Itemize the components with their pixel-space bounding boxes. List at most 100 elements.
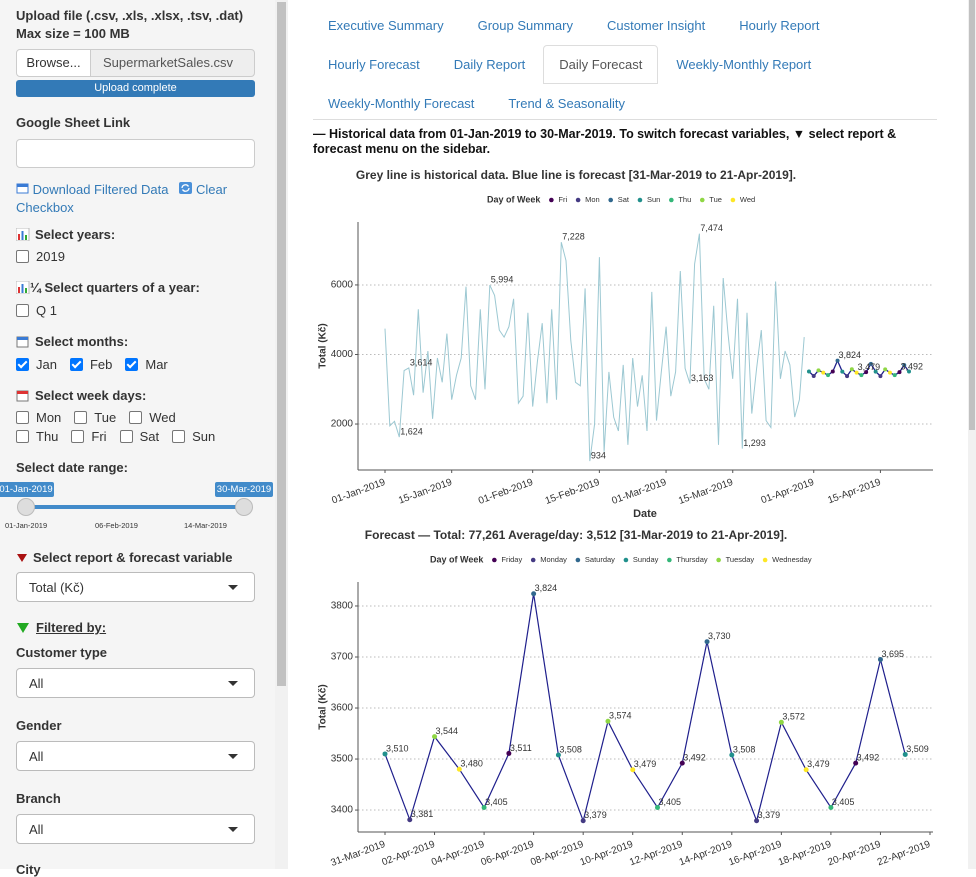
series-line <box>384 233 805 462</box>
legend-label: Tue <box>709 195 722 204</box>
quarters-options: Q 1 <box>16 303 246 318</box>
scroll-thumb[interactable] <box>969 0 975 430</box>
checkbox[interactable] <box>71 430 85 443</box>
checkbox-option[interactable]: Sun <box>172 429 215 444</box>
checkbox-option[interactable]: Q 1 <box>16 303 57 318</box>
checkbox-option[interactable]: Feb <box>69 357 112 372</box>
legend-label: Saturday <box>585 555 615 564</box>
checkbox[interactable] <box>16 250 29 263</box>
checkbox-option[interactable]: Jan <box>16 357 57 372</box>
select-value: All <box>29 749 44 764</box>
tab[interactable]: Weekly-Monthly Report <box>676 57 812 72</box>
tab[interactable]: Customer Insight <box>606 18 706 33</box>
tab[interactable]: Daily Forecast <box>543 45 659 84</box>
checkbox-option[interactable]: Sat <box>119 429 160 444</box>
upload-max-size: Max size = 100 MB <box>16 26 130 41</box>
browse-button[interactable]: Browse... <box>16 49 91 77</box>
filter-label: Customer type <box>16 645 108 660</box>
legend-label: Monday <box>540 555 567 564</box>
legend-label: Thursday <box>676 555 708 564</box>
x-axis-label: Date <box>633 508 657 520</box>
sidebar-scrollbar[interactable] <box>275 0 288 869</box>
x-tick-label: 12-Apr-2019 <box>628 839 684 868</box>
series-point <box>407 817 413 823</box>
google-sheet-input[interactable] <box>16 139 255 168</box>
checkbox-label: Jan <box>36 357 57 372</box>
x-tick-label: 10-Apr-2019 <box>579 839 635 868</box>
x-tick-label: 01-Mar-2019 <box>610 477 668 507</box>
tab[interactable]: Hourly Report <box>739 18 820 33</box>
series-point <box>864 370 869 375</box>
series-point <box>432 734 438 740</box>
checkbox[interactable] <box>74 411 88 424</box>
checkbox[interactable] <box>172 430 186 443</box>
checkbox-label: Mon <box>36 410 62 425</box>
data-label: 3,479 <box>807 759 830 769</box>
upload-title: Upload file (.csv, .xls, .xlsx, .tsv, .d… <box>16 8 244 23</box>
checkbox-option[interactable]: Mon <box>16 410 61 425</box>
checkbox-option[interactable]: Fri <box>71 429 107 444</box>
checkbox[interactable] <box>16 430 29 443</box>
checkbox-option[interactable]: Thu <box>16 429 58 444</box>
slider-tick: 06-Feb-2019 <box>95 521 138 530</box>
checkbox-option[interactable]: Wed <box>129 410 176 425</box>
data-label: 3,511 <box>510 743 532 753</box>
select-value: Total (Kč) <box>29 580 84 595</box>
series-point <box>828 805 834 811</box>
series-point <box>729 752 735 758</box>
years-label-row: Select years: <box>16 227 115 242</box>
checkbox-option[interactable]: Mar <box>125 357 168 372</box>
data-label: 3,544 <box>436 726 459 736</box>
data-label: 3,730 <box>708 631 731 641</box>
slider-handle[interactable] <box>235 498 253 516</box>
checkbox[interactable] <box>16 358 29 371</box>
checkbox[interactable] <box>119 430 133 443</box>
checkbox[interactable] <box>16 411 29 424</box>
slider-from: 01-Jan-2019 <box>0 482 54 497</box>
months-options: Jan Feb Mar <box>16 357 246 372</box>
data-label: 7,228 <box>562 232 585 242</box>
google-sheet-label: Google Sheet Link <box>16 115 131 130</box>
variable-select[interactable]: Total (Kč) <box>16 572 255 602</box>
checkbox-option[interactable]: Tue <box>74 410 116 425</box>
tab[interactable]: Hourly Forecast <box>328 57 420 72</box>
quarters-label-row: ¼ Select quarters of a year: <box>16 280 200 295</box>
series-point <box>630 767 636 773</box>
main-scrollbar[interactable] <box>968 0 976 869</box>
filtered-by: Filtered by: <box>36 620 107 635</box>
series-point <box>845 374 850 379</box>
y-axis-label: Total (Kč) <box>318 323 329 368</box>
filter-select[interactable]: All <box>16 814 255 844</box>
tab[interactable]: Executive Summary <box>328 18 444 33</box>
legend-swatch <box>492 557 497 563</box>
data-label: 3,574 <box>609 711 632 721</box>
clear-link[interactable]: Clear Checkbox <box>16 182 228 215</box>
filter-select[interactable]: All <box>16 741 255 771</box>
tab[interactable]: Trend & Seasonality <box>508 96 626 111</box>
tab[interactable]: Group Summary <box>477 18 573 33</box>
slider-track <box>26 505 244 509</box>
slider-handle[interactable] <box>17 498 35 516</box>
checkbox[interactable] <box>69 358 83 371</box>
tab[interactable]: Weekly-Monthly Forecast <box>328 96 475 111</box>
calendar-icon <box>16 336 29 348</box>
series-point <box>456 766 462 772</box>
tab[interactable]: Daily Report <box>453 57 526 72</box>
checkbox[interactable] <box>16 304 29 317</box>
scroll-thumb[interactable] <box>277 2 286 686</box>
series-point <box>555 752 561 758</box>
data-label: 3,163 <box>691 373 714 383</box>
checkbox-option[interactable]: 2019 <box>16 249 65 264</box>
x-tick-label: 02-Apr-2019 <box>380 839 436 868</box>
data-label: 3,614 <box>410 357 433 367</box>
filter-select[interactable]: All <box>16 668 255 698</box>
checkbox-label: Sat <box>139 429 160 444</box>
y-tick-label: 6000 <box>331 280 354 291</box>
checkbox[interactable] <box>129 411 143 424</box>
legend-swatch <box>530 557 536 563</box>
series-point <box>873 369 878 374</box>
download-link[interactable]: Download Filtered Data <box>32 182 169 197</box>
data-label: 3,492 <box>683 752 706 762</box>
y-tick-label: 3500 <box>331 754 354 765</box>
checkbox[interactable] <box>125 358 139 371</box>
